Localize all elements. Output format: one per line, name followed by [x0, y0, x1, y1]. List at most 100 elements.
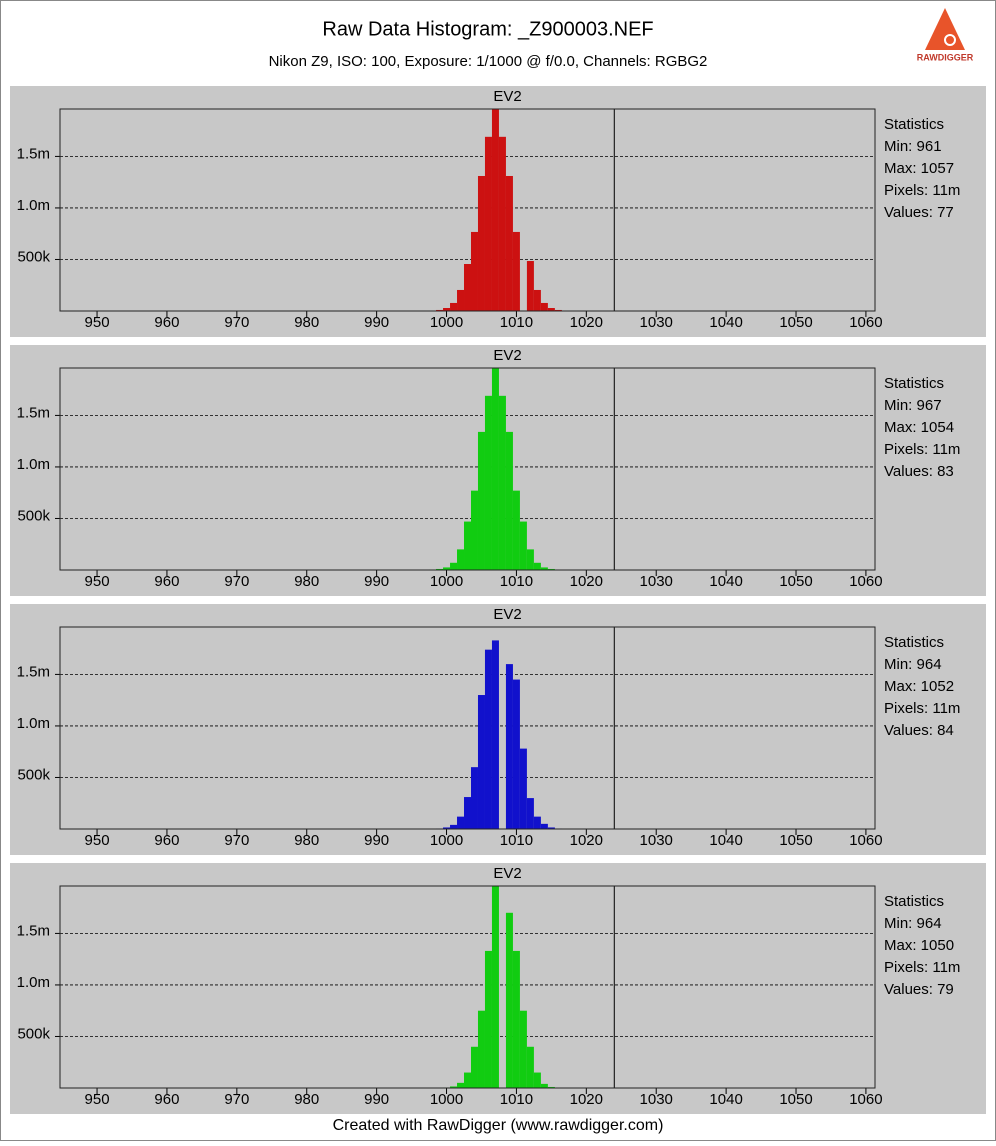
stat-line: Pixels: 11m	[884, 441, 960, 458]
stat-line: Values: 83	[884, 463, 954, 480]
x-tick-label: 1030	[640, 314, 673, 331]
stat-line: Min: 967	[884, 397, 942, 414]
bar	[505, 175, 513, 311]
bar	[512, 679, 520, 829]
plot-border	[59, 367, 876, 571]
panel-title: EV2	[493, 88, 521, 105]
y-tick-label: 500k	[17, 766, 50, 783]
x-tick-label: 990	[364, 573, 389, 590]
bar	[457, 289, 465, 311]
panel-title: EV2	[493, 865, 521, 882]
x-tick-label: 950	[85, 1091, 110, 1108]
bar	[491, 368, 499, 570]
footer: Created with RawDigger (www.rawdigger.co…	[333, 1117, 664, 1134]
bar	[526, 1046, 534, 1088]
histogram-panel: EV2 500k 1.0m 1.5m 950 960 970 980 990 1000 1010 10…	[10, 604, 986, 855]
bar	[464, 264, 471, 311]
bar	[443, 567, 451, 570]
stat-line: Max: 1057	[884, 160, 954, 177]
x-tick-label: 1060	[849, 832, 882, 849]
x-tick-label: 1050	[779, 832, 812, 849]
bars	[429, 368, 555, 570]
stat-line: Pixels: 11m	[884, 182, 960, 199]
bar	[457, 1082, 465, 1088]
bar	[491, 109, 499, 311]
panel-title: EV2	[493, 606, 521, 623]
x-tick-label: 960	[154, 314, 179, 331]
x-tick-label: 1030	[640, 573, 673, 590]
bar	[519, 1010, 527, 1088]
bar	[470, 490, 478, 570]
y-tick-label: 1.0m	[17, 715, 50, 732]
plot-border	[59, 626, 876, 830]
bar	[470, 231, 478, 311]
x-tick-label: 970	[224, 1091, 249, 1108]
bar	[457, 816, 465, 829]
bar	[484, 649, 492, 829]
bar	[540, 567, 548, 570]
stats-title: Statistics	[884, 116, 944, 133]
x-tick-label: 990	[364, 314, 389, 331]
x-tick-label: 1040	[709, 314, 742, 331]
x-tick-label: 1020	[570, 314, 603, 331]
stat-line: Pixels: 11m	[884, 959, 960, 976]
histogram-panel: EV2 500k 1.0m 1.5m 950 960 970 980 990 1000 1010 10…	[10, 863, 986, 1114]
x-tick-label: 1060	[849, 573, 882, 590]
x-tick-label: 950	[85, 832, 110, 849]
bar	[526, 261, 534, 311]
bar	[484, 395, 492, 570]
bar	[554, 309, 562, 311]
x-tick-label: 980	[294, 1091, 319, 1108]
x-tick-label: 970	[224, 832, 249, 849]
stat-line: Max: 1050	[884, 937, 954, 954]
bar	[484, 136, 492, 311]
logo-text: RAWDIGGER	[917, 52, 974, 62]
x-tick-label: 970	[224, 314, 249, 331]
x-tick-label: 1020	[570, 573, 603, 590]
stat-line: Pixels: 11m	[884, 700, 960, 717]
bar	[477, 431, 485, 570]
x-tick-label: 1000	[430, 832, 463, 849]
x-tick-label: 980	[294, 832, 319, 849]
bar	[484, 950, 492, 1088]
bar	[477, 695, 485, 829]
y-tick-label: 500k	[17, 507, 50, 524]
bars	[443, 886, 555, 1088]
bar	[540, 823, 548, 829]
bar	[505, 431, 513, 570]
bar	[450, 562, 458, 570]
stats-title: Statistics	[884, 634, 944, 651]
x-tick-label: 980	[294, 573, 319, 590]
x-tick-label: 1010	[500, 314, 533, 331]
x-tick-label: 980	[294, 314, 319, 331]
x-tick-label: 1050	[779, 1091, 812, 1108]
histogram-panel: EV2 500k 1.0m 1.5m 950 960 970 980 990 1000 1010 10…	[10, 86, 986, 337]
histogram-panel: EV2 500k 1.0m 1.5m 950 960 970 980 990 1000 1010 10…	[10, 345, 986, 596]
bar	[491, 886, 499, 1088]
stats-title: Statistics	[884, 375, 944, 392]
x-tick-label: 1050	[779, 314, 812, 331]
x-tick-label: 960	[154, 573, 179, 590]
x-tick-label: 1040	[709, 832, 742, 849]
panel-title: EV2	[493, 347, 521, 364]
bar	[450, 302, 458, 311]
x-tick-label: 1030	[640, 1091, 673, 1108]
bar	[464, 1072, 471, 1088]
x-tick-label: 1010	[500, 573, 533, 590]
x-tick-label: 1030	[640, 832, 673, 849]
bar	[464, 797, 471, 829]
bar	[540, 302, 548, 311]
x-tick-label: 1010	[500, 832, 533, 849]
x-tick-label: 1000	[430, 314, 463, 331]
plot-border	[59, 885, 876, 1089]
subtitle: Nikon Z9, ISO: 100, Exposure: 1/1000 @ f…	[269, 53, 708, 70]
bar	[470, 1046, 478, 1088]
stat-line: Max: 1052	[884, 678, 954, 695]
bar	[512, 490, 520, 570]
bar	[547, 1086, 555, 1088]
y-tick-label: 1.5m	[17, 145, 50, 162]
y-tick-label: 500k	[17, 1025, 50, 1042]
x-tick-label: 960	[154, 1091, 179, 1108]
x-tick-label: 1000	[430, 573, 463, 590]
